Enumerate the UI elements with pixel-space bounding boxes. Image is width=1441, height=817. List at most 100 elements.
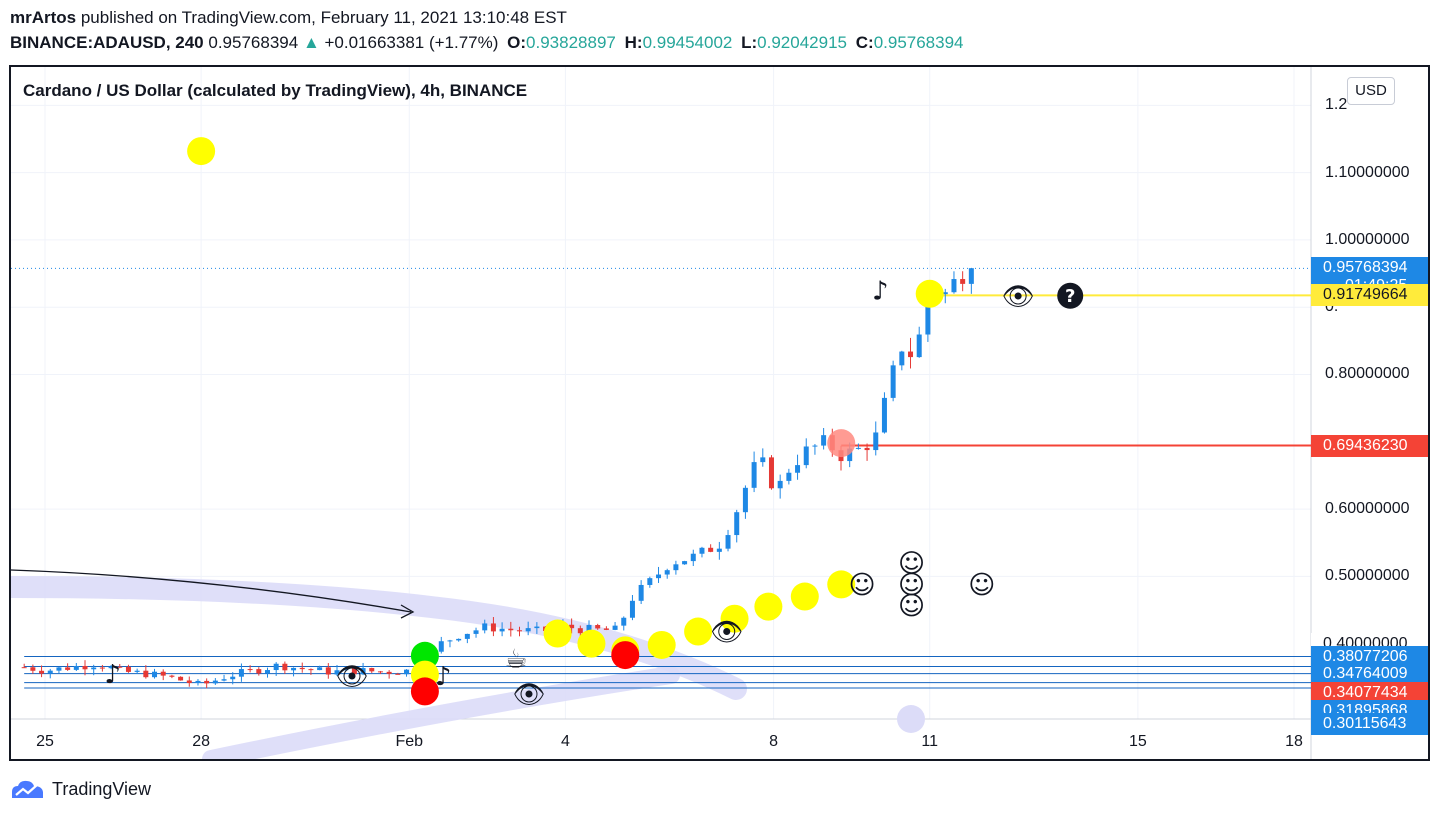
candle xyxy=(812,445,818,447)
price-label: 0.34077434 xyxy=(1311,681,1428,704)
event-dot xyxy=(684,617,713,646)
eye-icon: 👁 xyxy=(710,618,743,648)
price-label: 0.38077206 xyxy=(1311,645,1428,668)
arrow-head xyxy=(400,604,415,619)
event-dot xyxy=(915,279,944,308)
candle xyxy=(386,671,392,674)
event-dot xyxy=(827,429,856,458)
candle xyxy=(39,670,45,674)
y-tick-label: 1.00000000 xyxy=(1325,230,1410,248)
candle xyxy=(395,673,401,675)
tradingview-logo-icon xyxy=(12,780,43,798)
candles xyxy=(21,268,974,689)
candle xyxy=(282,663,288,671)
candle xyxy=(664,570,670,575)
y-tick-label: 0.80000000 xyxy=(1325,365,1410,383)
price-label: 0.91749664 xyxy=(1311,284,1428,307)
event-dot xyxy=(543,619,572,648)
candle xyxy=(273,663,279,671)
music-icon: ♪ xyxy=(872,276,889,306)
y-tick-label: 0.50000000 xyxy=(1325,567,1410,585)
event-dot xyxy=(187,137,216,166)
candle xyxy=(864,447,870,451)
brush-drawing xyxy=(11,576,747,700)
event-dot xyxy=(577,629,606,658)
event-dot xyxy=(827,570,856,599)
candle xyxy=(21,667,27,669)
candle xyxy=(178,676,184,681)
low-value: 0.92042915 xyxy=(757,33,847,52)
price-label: 0.95768394 xyxy=(1311,257,1428,280)
candle xyxy=(890,365,896,398)
candle xyxy=(569,624,575,629)
candle xyxy=(534,626,540,629)
x-tick-label: 11 xyxy=(921,733,939,750)
candle xyxy=(708,547,714,552)
y-tick-label: 1.2 xyxy=(1325,96,1348,114)
candle xyxy=(577,628,583,634)
candle xyxy=(351,668,357,675)
candle xyxy=(343,668,349,671)
candle xyxy=(725,535,731,549)
candle xyxy=(65,667,71,670)
close-value: 0.95768394 xyxy=(873,33,964,52)
footer[interactable]: TradingView xyxy=(10,778,151,800)
candle xyxy=(690,553,696,562)
candle xyxy=(873,432,879,451)
coffee-icon: ☕ xyxy=(504,644,527,674)
candle xyxy=(473,630,479,634)
candle xyxy=(595,625,601,629)
x-tick-label: 8 xyxy=(769,733,779,750)
candle xyxy=(612,625,618,630)
event-dot xyxy=(611,641,640,670)
candle xyxy=(847,448,853,462)
candle xyxy=(299,667,305,670)
candle xyxy=(673,564,679,571)
candle xyxy=(951,279,957,293)
question-icon-bg xyxy=(1057,282,1084,309)
candle xyxy=(204,680,210,684)
high-label: H: xyxy=(624,33,643,52)
price-chart[interactable]: ☺☺☺☺☺👁👁👁👁?☕♪ ♪♪ xyxy=(11,67,1428,759)
candle xyxy=(152,671,158,678)
smiley-icon: ☺ xyxy=(898,570,925,600)
event-dot xyxy=(720,604,749,633)
x-tick-label: 28 xyxy=(192,733,211,750)
candle xyxy=(99,667,105,669)
price-change: +0.01663381 (+1.77%) xyxy=(324,33,499,52)
candle xyxy=(638,584,644,601)
candle xyxy=(647,578,653,585)
chart-frame[interactable]: ☺ ☺ ☺ ☺ ☺ 👁 👁 👁 👁? ☕ ♪ ♪ ♪ Cardano / US Dollar (calc… xyxy=(9,65,1430,761)
footer-brand[interactable]: TradingView xyxy=(52,778,152,799)
question-icon: ? xyxy=(1065,286,1075,307)
open-value: 0.93828897 xyxy=(526,33,616,52)
candle xyxy=(169,675,175,677)
brush-drawing xyxy=(202,666,680,759)
author-name[interactable]: mrArtos xyxy=(10,8,77,27)
candle xyxy=(125,666,131,672)
x-tick-label: 15 xyxy=(1128,733,1147,750)
candle xyxy=(603,628,609,630)
eye-icon: 👁 xyxy=(512,680,545,710)
candle xyxy=(195,680,201,684)
candle xyxy=(742,487,748,513)
candle xyxy=(855,447,861,449)
currency-button[interactable]: USD xyxy=(1347,77,1395,105)
candle xyxy=(230,676,236,680)
candle xyxy=(482,623,488,631)
candle xyxy=(247,669,253,671)
symbol-name: BINANCE:ADAUSD, 240 xyxy=(10,33,204,52)
chart-title: Cardano / US Dollar (calculated by Tradi… xyxy=(23,81,528,100)
arrow-drawing xyxy=(11,569,412,613)
candle xyxy=(108,666,114,669)
candle xyxy=(377,671,383,673)
grid xyxy=(11,67,1311,719)
price-label: 0.69436230 xyxy=(1311,434,1428,457)
high-value: 0.99454002 xyxy=(642,33,733,52)
candle xyxy=(134,670,140,672)
candle xyxy=(699,547,705,554)
music-icon: ♪ xyxy=(435,662,452,692)
candle xyxy=(899,351,905,366)
candle xyxy=(768,457,774,489)
close-label: C: xyxy=(855,33,874,52)
